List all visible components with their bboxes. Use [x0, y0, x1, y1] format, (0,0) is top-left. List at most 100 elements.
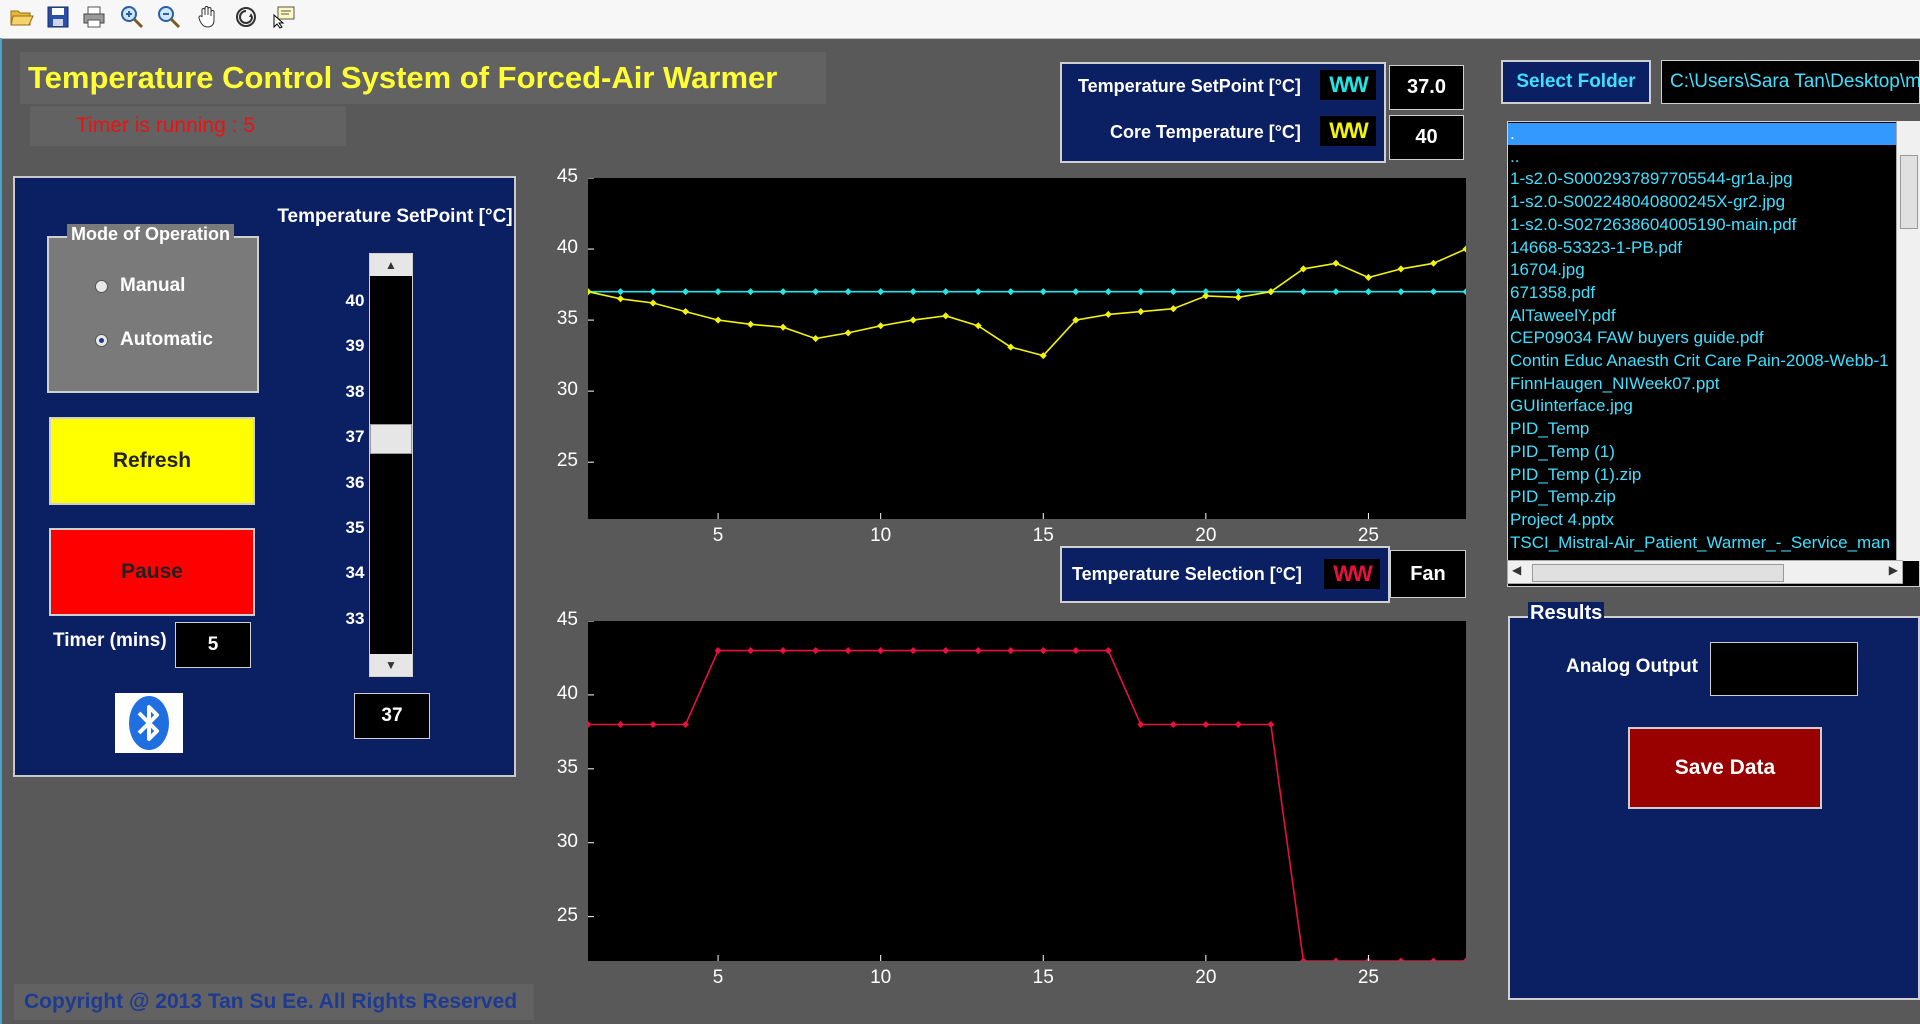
vscroll-thumb[interactable] — [1900, 155, 1918, 229]
save-icon[interactable] — [44, 3, 72, 31]
radio-manual[interactable]: Manual — [95, 274, 185, 298]
slider-thumb[interactable] — [370, 424, 412, 455]
data-point — [649, 288, 657, 296]
hscroll-right-arrow[interactable]: ▶ — [1888, 563, 1898, 577]
data-point — [877, 288, 885, 296]
data-point — [1332, 259, 1340, 267]
y-tick-label: 30 — [556, 379, 578, 401]
y-tick-label: 35 — [556, 308, 578, 330]
file-list-item[interactable]: 16704.jpg — [1510, 260, 1585, 280]
copyright: Copyright @ 2013 Tan Su Ee. All Rights R… — [14, 984, 534, 1020]
print-icon[interactable] — [80, 3, 108, 31]
file-list-item[interactable]: 1-s2.0-S0002937897705544-gr1a.jpg — [1510, 169, 1793, 189]
data-point — [1137, 308, 1145, 316]
data-cursor-icon[interactable] — [270, 3, 298, 31]
slider-tick-label: 39 — [345, 336, 365, 356]
data-point — [909, 316, 917, 324]
data-point — [942, 312, 950, 320]
file-list-vertical-scrollbar[interactable] — [1896, 121, 1920, 561]
data-point — [1299, 957, 1307, 965]
data-point — [1137, 720, 1145, 729]
rotate-3d-icon[interactable] — [232, 3, 260, 31]
file-list-item[interactable]: 1-s2.0-S0272638604005190-main.pdf — [1510, 214, 1797, 234]
select-folder-button[interactable]: Select Folder — [1501, 60, 1651, 104]
data-point — [779, 323, 787, 331]
folder-path-field[interactable]: C:\Users\Sara Tan\Desktop\m — [1661, 60, 1920, 104]
file-list-item[interactable]: PID_Temp (1).zip — [1510, 464, 1642, 484]
slider-tick-label: 36 — [345, 472, 365, 492]
data-point — [974, 647, 982, 655]
slider-down-arrow[interactable]: ▼ — [370, 654, 412, 676]
selection-readout: Fan — [1390, 550, 1466, 598]
setpoint-slider[interactable]: ▲ ▼ — [369, 253, 413, 677]
zoom-in-icon[interactable] — [118, 3, 146, 31]
data-point — [616, 720, 625, 729]
file-list-item[interactable]: TSCI_Mistral-Air_Patient_Warmer_-_Servic… — [1510, 532, 1891, 552]
file-list-item[interactable]: 14668-53323-1-PB.pdf — [1510, 237, 1683, 257]
pan-hand-icon[interactable] — [194, 3, 222, 31]
timer-input[interactable]: 5 — [175, 622, 251, 668]
x-tick-label: 15 — [1032, 525, 1054, 546]
temperature-chart — [584, 177, 1470, 519]
file-list-item[interactable]: AlTaweelY.pdf — [1510, 305, 1616, 325]
file-list-item[interactable]: . — [1510, 124, 1515, 143]
file-list-item[interactable]: 671358.pdf — [1510, 282, 1596, 302]
file-list[interactable]: ... 1-s2.0-S0002937897705544-gr1a.jpg 1-s2… — [1507, 121, 1920, 587]
data-point — [1364, 288, 1372, 296]
radio-manual-dot[interactable] — [95, 279, 108, 293]
file-list-item[interactable]: PID_Temp (1) — [1510, 441, 1615, 461]
x-tick-label: 25 — [1357, 967, 1379, 988]
hscroll-left-arrow[interactable]: ◀ — [1512, 563, 1522, 577]
save-data-button[interactable]: Save Data — [1628, 727, 1822, 809]
data-point — [1299, 265, 1307, 273]
x-tick-label: 20 — [1195, 525, 1217, 546]
data-point — [1169, 305, 1177, 313]
file-list-item[interactable]: FinnHaugen_NIWeek07.ppt — [1510, 373, 1720, 393]
data-point — [942, 647, 950, 655]
data-point — [682, 308, 690, 316]
data-point — [779, 288, 787, 296]
setpoint-slider-label: Temperature SetPoint [°C] — [277, 206, 513, 227]
file-list-horizontal-scrollbar[interactable]: ◀ ▶ — [1507, 560, 1903, 584]
file-list-item[interactable]: PID_Temp.zip — [1510, 487, 1616, 507]
slider-tick-label: 35 — [345, 518, 365, 537]
refresh-button[interactable]: Refresh — [49, 417, 255, 505]
x-tick-label: 20 — [1195, 967, 1217, 988]
data-point — [1104, 288, 1112, 296]
legend-setpoint-label: Temperature SetPoint [°C] — [1078, 76, 1301, 96]
file-list-item[interactable]: 1-s2.0-S002248040800245X-gr2.jpg — [1510, 192, 1786, 212]
data-point — [649, 720, 657, 729]
data-point — [1462, 288, 1470, 296]
data-point — [1397, 957, 1405, 965]
slider-tick-label: 38 — [345, 381, 365, 401]
file-list-item[interactable]: CEP09034 FAW buyers guide.pdf — [1510, 328, 1764, 348]
slider-up-arrow[interactable]: ▲ — [370, 254, 412, 276]
series-line-1 — [587, 248, 1467, 357]
data-point — [747, 320, 755, 328]
file-list-item[interactable]: GUIinterface.jpg — [1510, 396, 1633, 416]
hscroll-thumb[interactable] — [1532, 564, 1784, 582]
bluetooth-icon — [129, 696, 169, 750]
radio-automatic-dot[interactable] — [95, 333, 108, 347]
file-list-item[interactable]: Contin Educ Anaesth Crit Care Pain-2008-… — [1510, 351, 1889, 370]
data-point — [1234, 720, 1242, 729]
x-tick-label: 10 — [870, 967, 892, 988]
data-point — [1039, 647, 1047, 655]
bluetooth-button[interactable] — [115, 693, 183, 753]
legend-selection-swatch: WW — [1324, 559, 1380, 589]
pause-button[interactable]: Pause — [49, 528, 255, 616]
data-point — [1169, 288, 1177, 296]
file-list-item[interactable]: .. — [1510, 146, 1520, 166]
setpoint-value-box[interactable]: 37 — [354, 693, 430, 739]
mode-of-operation-group: Mode of Operation Manual Automatic — [47, 224, 259, 393]
analog-output-label: Analog Output — [1566, 656, 1698, 677]
data-point — [1169, 720, 1177, 729]
data-point — [747, 288, 755, 296]
zoom-out-icon[interactable] — [155, 3, 183, 31]
data-point — [844, 329, 852, 337]
file-list-item[interactable]: Project 4.pptx — [1510, 509, 1614, 529]
file-list-item[interactable]: PID_Temp — [1510, 419, 1590, 439]
folder-open-icon[interactable] — [8, 3, 36, 31]
radio-automatic[interactable]: Automatic — [95, 328, 213, 352]
y-tick-label: 30 — [556, 830, 578, 852]
